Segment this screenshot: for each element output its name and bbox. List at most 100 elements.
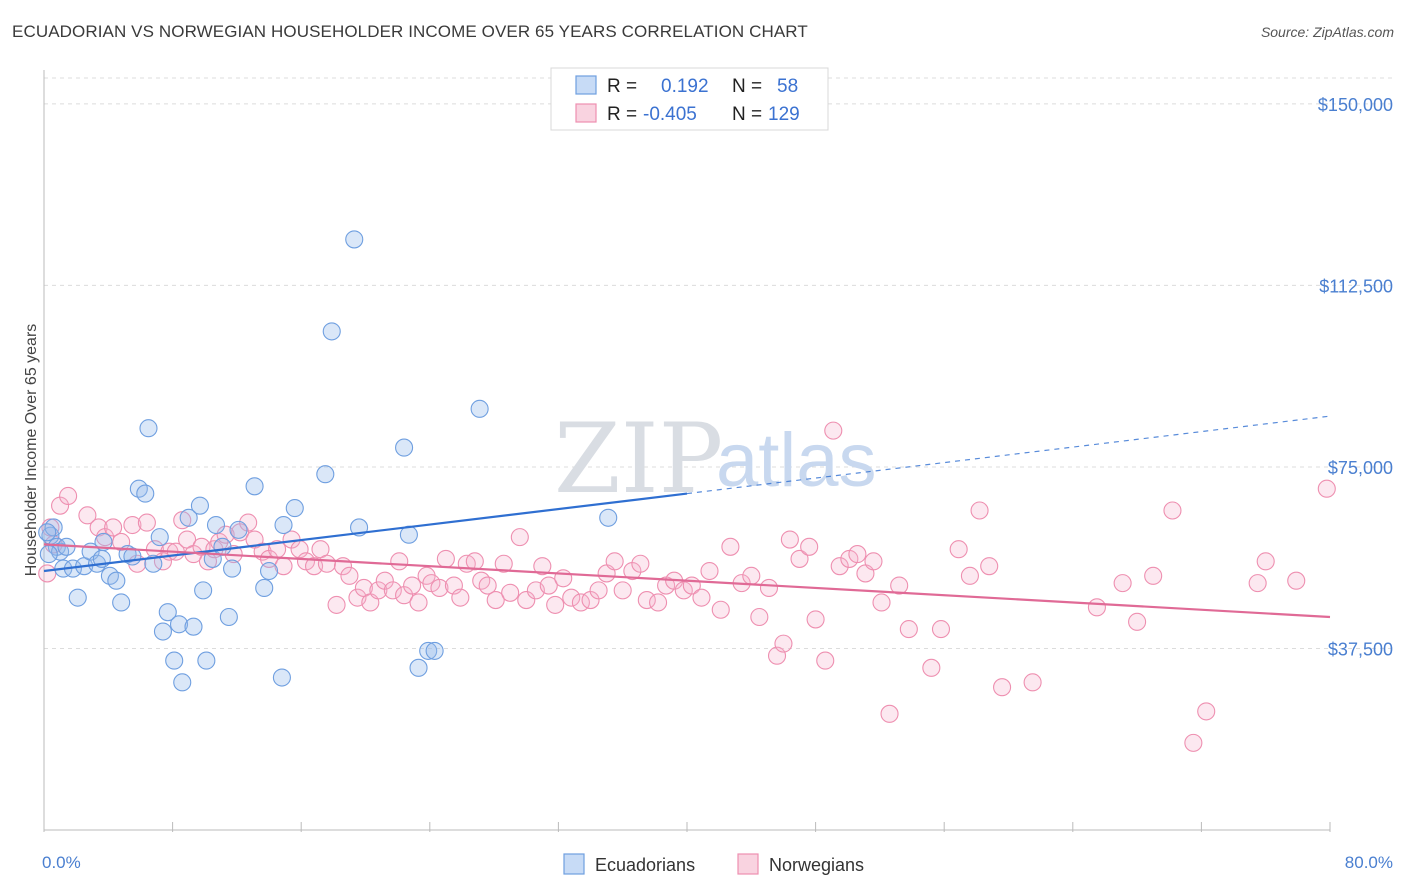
ecuadorian-point-7 [68, 588, 87, 607]
norwegian-point-107 [864, 552, 883, 571]
norwegian-point-88 [700, 561, 719, 581]
bottom-legend-swatch-norwegians [737, 853, 759, 875]
ecuadorian-point-56 [38, 523, 57, 542]
ecuadorian-point-21 [144, 554, 163, 573]
norwegians-trend-line [43, 543, 1331, 619]
norwegian-point-117 [980, 557, 999, 576]
legend-swatch-ecuadorians [575, 75, 597, 95]
watermark-zip: ZIP [554, 403, 723, 515]
norwegian-point-66 [517, 591, 536, 610]
norwegian-point-121 [1113, 574, 1132, 593]
ecuadorian-point-25 [165, 651, 184, 670]
norwegian-point-109 [880, 704, 899, 723]
norwegian-point-120 [1087, 598, 1106, 617]
norwegian-point-39 [327, 595, 346, 614]
norwegian-point-115 [960, 566, 979, 585]
series-legend: Ecuadorians Norwegians [563, 853, 864, 875]
norwegian-point-82 [649, 593, 668, 612]
ecuadorian-point-46 [322, 322, 341, 341]
legend-r-value-norwegians: -0.405 [643, 104, 697, 125]
ecuadorian-point-53 [425, 641, 444, 660]
y-tick-label-3: $150,000 [1318, 95, 1393, 115]
norwegian-point-129 [1287, 571, 1306, 590]
norwegian-point-6 [89, 518, 108, 537]
norwegian-point-123 [1144, 566, 1163, 585]
ecuadorians-trend-extension [686, 415, 1331, 495]
norwegian-point-62 [486, 591, 505, 610]
norwegian-point-69 [539, 576, 558, 595]
ecuadorian-point-55 [599, 508, 618, 527]
norwegian-point-89 [711, 600, 730, 619]
norwegian-point-8 [104, 518, 123, 537]
ecuadorian-point-23 [153, 622, 173, 641]
norwegian-point-98 [790, 549, 809, 568]
norwegian-point-130 [1317, 479, 1336, 498]
ecuadorian-point-26 [169, 615, 189, 634]
y-axis-label: Householder Income Over 65 years [23, 324, 40, 577]
norwegian-point-125 [1184, 733, 1203, 752]
norwegian-point-65 [510, 528, 529, 547]
norwegian-point-118 [993, 678, 1012, 697]
norwegian-point-96 [774, 634, 793, 653]
norwegian-point-108 [872, 593, 891, 612]
ecuadorian-point-24 [158, 603, 177, 622]
ecuadorian-point-34 [206, 515, 226, 535]
norwegian-point-81 [637, 591, 656, 610]
norwegian-point-78 [613, 581, 632, 600]
norwegian-point-90 [721, 537, 740, 556]
norwegian-point-97 [780, 530, 799, 549]
norwegian-point-61 [478, 576, 497, 595]
source-credit: Source: ZipAtlas.com [1260, 24, 1394, 40]
bottom-legend-norwegians: Norwegians [769, 855, 864, 875]
norwegian-point-70 [546, 595, 565, 614]
grid-lines [44, 77, 1394, 649]
ecuadorian-point-27 [173, 673, 192, 692]
ecuadorian-point-41 [259, 561, 279, 581]
norwegian-point-55 [436, 549, 455, 568]
y-tick-label-1: $75,000 [1328, 458, 1393, 478]
norwegian-point-114 [949, 540, 968, 559]
norwegian-point-0 [38, 564, 57, 583]
legend-n-label: N = [732, 104, 762, 125]
ecuadorian-point-31 [194, 581, 213, 600]
y-tick-label-2: $112,500 [1319, 276, 1393, 296]
norwegian-point-92 [742, 566, 761, 585]
norwegian-point-64 [501, 583, 520, 602]
watermark: ZIP atlas [554, 403, 877, 515]
norwegian-point-103 [830, 557, 849, 576]
norwegian-point-51 [409, 593, 428, 612]
correlation-legend: R = 0.192 N = 58 R = -0.405 N = 129 [550, 67, 829, 131]
ecuadorian-point-20 [139, 419, 158, 438]
legend-n-value-norwegians: 129 [768, 104, 800, 125]
norwegian-point-10 [123, 515, 142, 535]
ecuadorian-point-39 [245, 477, 264, 496]
ecuadorian-point-32 [197, 651, 216, 670]
norwegian-point-100 [806, 610, 825, 629]
ecuadorians-trend-line [43, 492, 688, 573]
legend-n-label: N = [732, 76, 762, 97]
norwegian-point-116 [970, 501, 989, 520]
norwegian-point-59 [465, 552, 484, 571]
ecuadorian-point-14 [107, 571, 126, 590]
watermark-atlas: atlas [716, 418, 877, 503]
norwegian-point-87 [692, 588, 711, 607]
ecuadorian-point-45 [316, 465, 335, 484]
ecuadorian-point-54 [470, 399, 489, 418]
norwegian-point-113 [931, 620, 951, 639]
ecuadorian-point-42 [274, 515, 293, 535]
legend-n-value-ecuadorians: 58 [777, 76, 798, 97]
ecuadorian-point-47 [345, 230, 364, 249]
axes [43, 70, 1331, 832]
norwegian-point-48 [390, 552, 409, 571]
x-tick-label-0: 0.0% [42, 853, 81, 872]
ecuadorian-point-57 [39, 545, 58, 564]
ecuadorian-point-12 [94, 532, 113, 552]
chart-title: ECUADORIAN VS NORWEGIAN HOUSEHOLDER INCO… [12, 22, 808, 41]
norwegian-point-111 [899, 620, 918, 639]
norwegian-point-122 [1128, 612, 1147, 631]
norwegian-point-110 [890, 576, 909, 595]
ecuadorian-point-29 [184, 617, 203, 636]
norwegian-point-77 [605, 552, 624, 571]
norwegian-point-57 [451, 588, 470, 607]
